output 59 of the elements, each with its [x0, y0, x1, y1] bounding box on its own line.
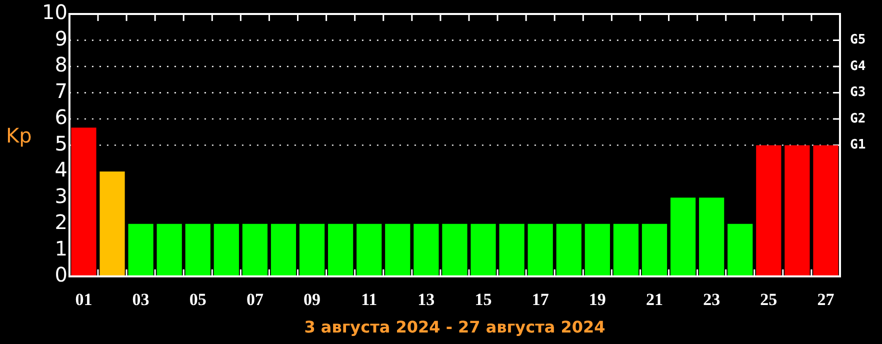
- bar: [670, 198, 696, 276]
- ref-line-label: G1: [850, 138, 866, 153]
- bar: [299, 224, 325, 276]
- bar: [784, 145, 810, 276]
- x-tick-label: 27: [817, 290, 835, 309]
- bar: [356, 224, 382, 276]
- y-axis-title: Kp: [6, 124, 32, 148]
- y-tick-label: 9: [54, 26, 68, 50]
- bar: [156, 224, 182, 276]
- x-tick-label: 07: [246, 290, 264, 309]
- x-tick-label: 13: [418, 290, 435, 309]
- x-tick-label: 01: [75, 290, 92, 309]
- ref-line-label: G2: [850, 111, 866, 126]
- x-axis-title: 3 августа 2024 - 27 августа 2024: [304, 318, 606, 337]
- y-tick-label: 2: [54, 210, 68, 234]
- bar: [499, 224, 524, 276]
- x-tick-label: 03: [132, 290, 150, 309]
- x-tick-label: 15: [474, 290, 492, 309]
- bar: [270, 224, 296, 276]
- y-tick-label: 10: [42, 0, 68, 24]
- bar: [528, 224, 553, 276]
- bar: [100, 171, 125, 276]
- x-tick-label: 23: [703, 290, 720, 309]
- y-tick-label: 4: [54, 158, 68, 182]
- x-tick-label: 05: [189, 290, 206, 309]
- x-tick-label: 19: [588, 290, 606, 309]
- bar: [642, 224, 668, 276]
- y-tick-label: 6: [54, 105, 68, 130]
- bar: [214, 224, 239, 276]
- bar: [442, 224, 468, 276]
- bar: [185, 224, 210, 276]
- x-tick-label: 21: [646, 290, 663, 309]
- bar: [414, 224, 439, 276]
- bar: [613, 224, 639, 276]
- x-tick-label: 09: [304, 290, 321, 309]
- bar: [813, 145, 838, 276]
- x-tick-label: 17: [532, 290, 550, 309]
- y-tick-label: 7: [54, 78, 68, 103]
- bar: [385, 224, 410, 276]
- y-tick-label: 1: [54, 236, 68, 260]
- y-tick-label: 3: [54, 184, 68, 208]
- ref-line-label: G3: [850, 85, 866, 100]
- x-tick-label: 11: [361, 290, 378, 309]
- bar: [470, 224, 496, 276]
- bar: [584, 224, 610, 276]
- bar: [699, 198, 724, 276]
- y-tick-label: 5: [54, 131, 68, 156]
- bar: [556, 224, 582, 276]
- x-tick-label: 25: [760, 290, 778, 309]
- bar: [242, 224, 268, 276]
- y-tick-label: 0: [54, 262, 68, 287]
- bar: [128, 224, 154, 276]
- ref-line-label: G5: [850, 32, 866, 48]
- y-tick-label: 8: [54, 52, 68, 77]
- bar: [756, 145, 782, 276]
- bar: [728, 224, 753, 276]
- bar: [71, 128, 96, 276]
- bar: [328, 224, 354, 276]
- ref-line-label: G4: [850, 58, 866, 74]
